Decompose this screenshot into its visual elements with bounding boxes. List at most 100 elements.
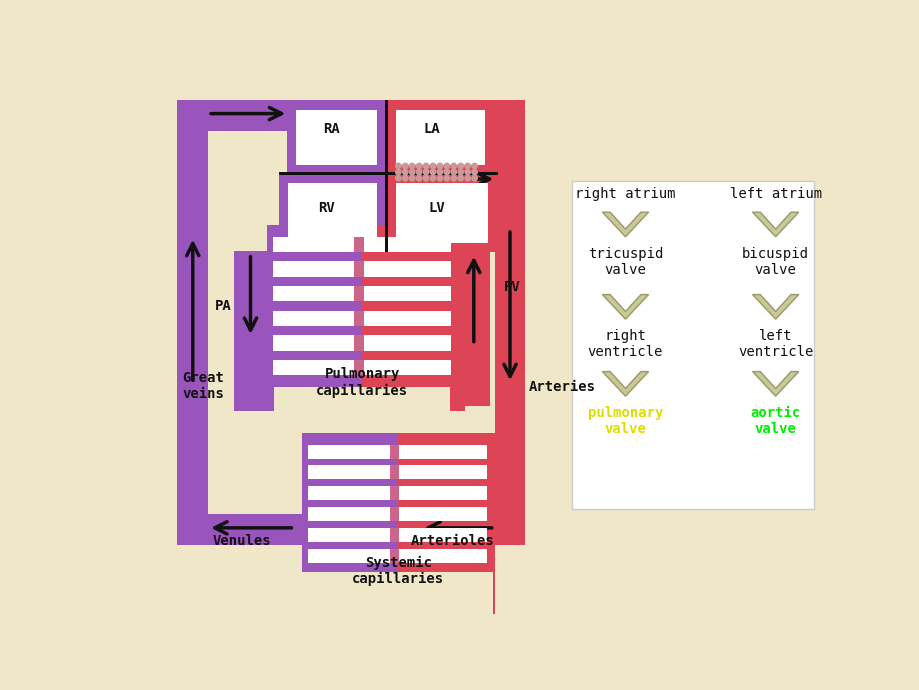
Circle shape — [430, 164, 436, 168]
Bar — [390, 549, 399, 562]
Text: Arterioles: Arterioles — [410, 534, 494, 548]
Bar — [308, 528, 486, 542]
Circle shape — [437, 175, 442, 181]
Bar — [354, 262, 363, 277]
Bar — [308, 486, 486, 500]
Bar — [234, 380, 274, 411]
Text: PA: PA — [215, 299, 232, 313]
Text: tricuspid
valve: tricuspid valve — [587, 246, 663, 277]
Bar — [457, 250, 490, 406]
Bar — [362, 225, 457, 387]
Bar — [390, 528, 399, 542]
Circle shape — [423, 175, 428, 181]
Bar — [177, 100, 208, 545]
Circle shape — [444, 170, 449, 175]
Circle shape — [395, 170, 401, 175]
Text: Arteries: Arteries — [528, 380, 596, 394]
Bar — [390, 507, 399, 521]
Text: PV: PV — [504, 279, 520, 294]
Bar — [296, 110, 377, 165]
Circle shape — [437, 170, 442, 175]
Bar — [390, 486, 399, 500]
Bar — [278, 174, 386, 253]
Bar — [354, 335, 363, 351]
Bar — [288, 183, 377, 243]
Circle shape — [450, 164, 456, 168]
Circle shape — [464, 164, 470, 168]
Circle shape — [409, 175, 414, 181]
Circle shape — [464, 175, 470, 181]
Circle shape — [458, 170, 463, 175]
Circle shape — [458, 175, 463, 181]
Circle shape — [403, 170, 407, 175]
Circle shape — [437, 164, 442, 168]
Bar — [308, 507, 486, 521]
Text: bicuspid
valve: bicuspid valve — [742, 246, 809, 277]
Text: left
ventricle: left ventricle — [737, 329, 812, 359]
Bar — [308, 549, 486, 562]
Text: pulmonary
valve: pulmonary valve — [587, 406, 663, 436]
Bar — [273, 335, 451, 351]
Circle shape — [416, 164, 422, 168]
Circle shape — [444, 164, 449, 168]
Bar — [234, 250, 267, 406]
Bar — [273, 360, 451, 375]
Bar — [333, 514, 525, 545]
Bar — [390, 466, 399, 480]
Bar — [449, 380, 465, 411]
Bar — [177, 100, 386, 130]
Bar — [385, 100, 388, 175]
Bar — [273, 310, 451, 326]
Circle shape — [423, 164, 428, 168]
Text: left atrium: left atrium — [729, 187, 821, 201]
Bar — [395, 183, 488, 243]
Bar — [177, 514, 386, 545]
Bar — [386, 174, 498, 253]
Text: Systemic
capillaries: Systemic capillaries — [352, 555, 444, 586]
Circle shape — [471, 175, 477, 181]
Circle shape — [450, 175, 456, 181]
Polygon shape — [752, 371, 798, 396]
Text: right atrium: right atrium — [574, 187, 675, 201]
Bar — [308, 466, 486, 480]
Circle shape — [403, 164, 407, 168]
Circle shape — [409, 170, 414, 175]
Text: LA: LA — [423, 122, 439, 136]
Bar — [386, 100, 494, 175]
Text: RA: RA — [323, 122, 339, 136]
Circle shape — [471, 170, 477, 175]
Bar — [287, 100, 386, 175]
Bar — [493, 433, 494, 653]
Text: RV: RV — [318, 201, 335, 215]
Bar — [494, 100, 525, 545]
Bar — [397, 433, 493, 572]
Bar — [386, 100, 525, 130]
Bar — [385, 174, 388, 253]
Bar — [267, 225, 362, 387]
Circle shape — [430, 175, 436, 181]
Bar — [395, 110, 484, 165]
Bar — [354, 360, 363, 375]
Text: Venules: Venules — [212, 534, 271, 548]
Circle shape — [444, 175, 449, 181]
Circle shape — [450, 170, 456, 175]
Bar — [354, 237, 363, 253]
Circle shape — [416, 170, 422, 175]
Bar — [390, 444, 399, 459]
Circle shape — [395, 175, 401, 181]
Circle shape — [464, 170, 470, 175]
Bar — [571, 181, 813, 509]
Text: Great
veins: Great veins — [182, 371, 224, 402]
Bar — [273, 262, 451, 277]
Polygon shape — [602, 371, 648, 396]
Bar — [273, 237, 451, 253]
Polygon shape — [752, 212, 798, 237]
Circle shape — [458, 164, 463, 168]
Circle shape — [423, 170, 428, 175]
Bar — [301, 433, 397, 572]
Text: Pulmonary
capillaries: Pulmonary capillaries — [316, 367, 408, 397]
Circle shape — [403, 175, 407, 181]
Bar — [354, 310, 363, 326]
Circle shape — [395, 164, 401, 168]
Circle shape — [471, 164, 477, 168]
